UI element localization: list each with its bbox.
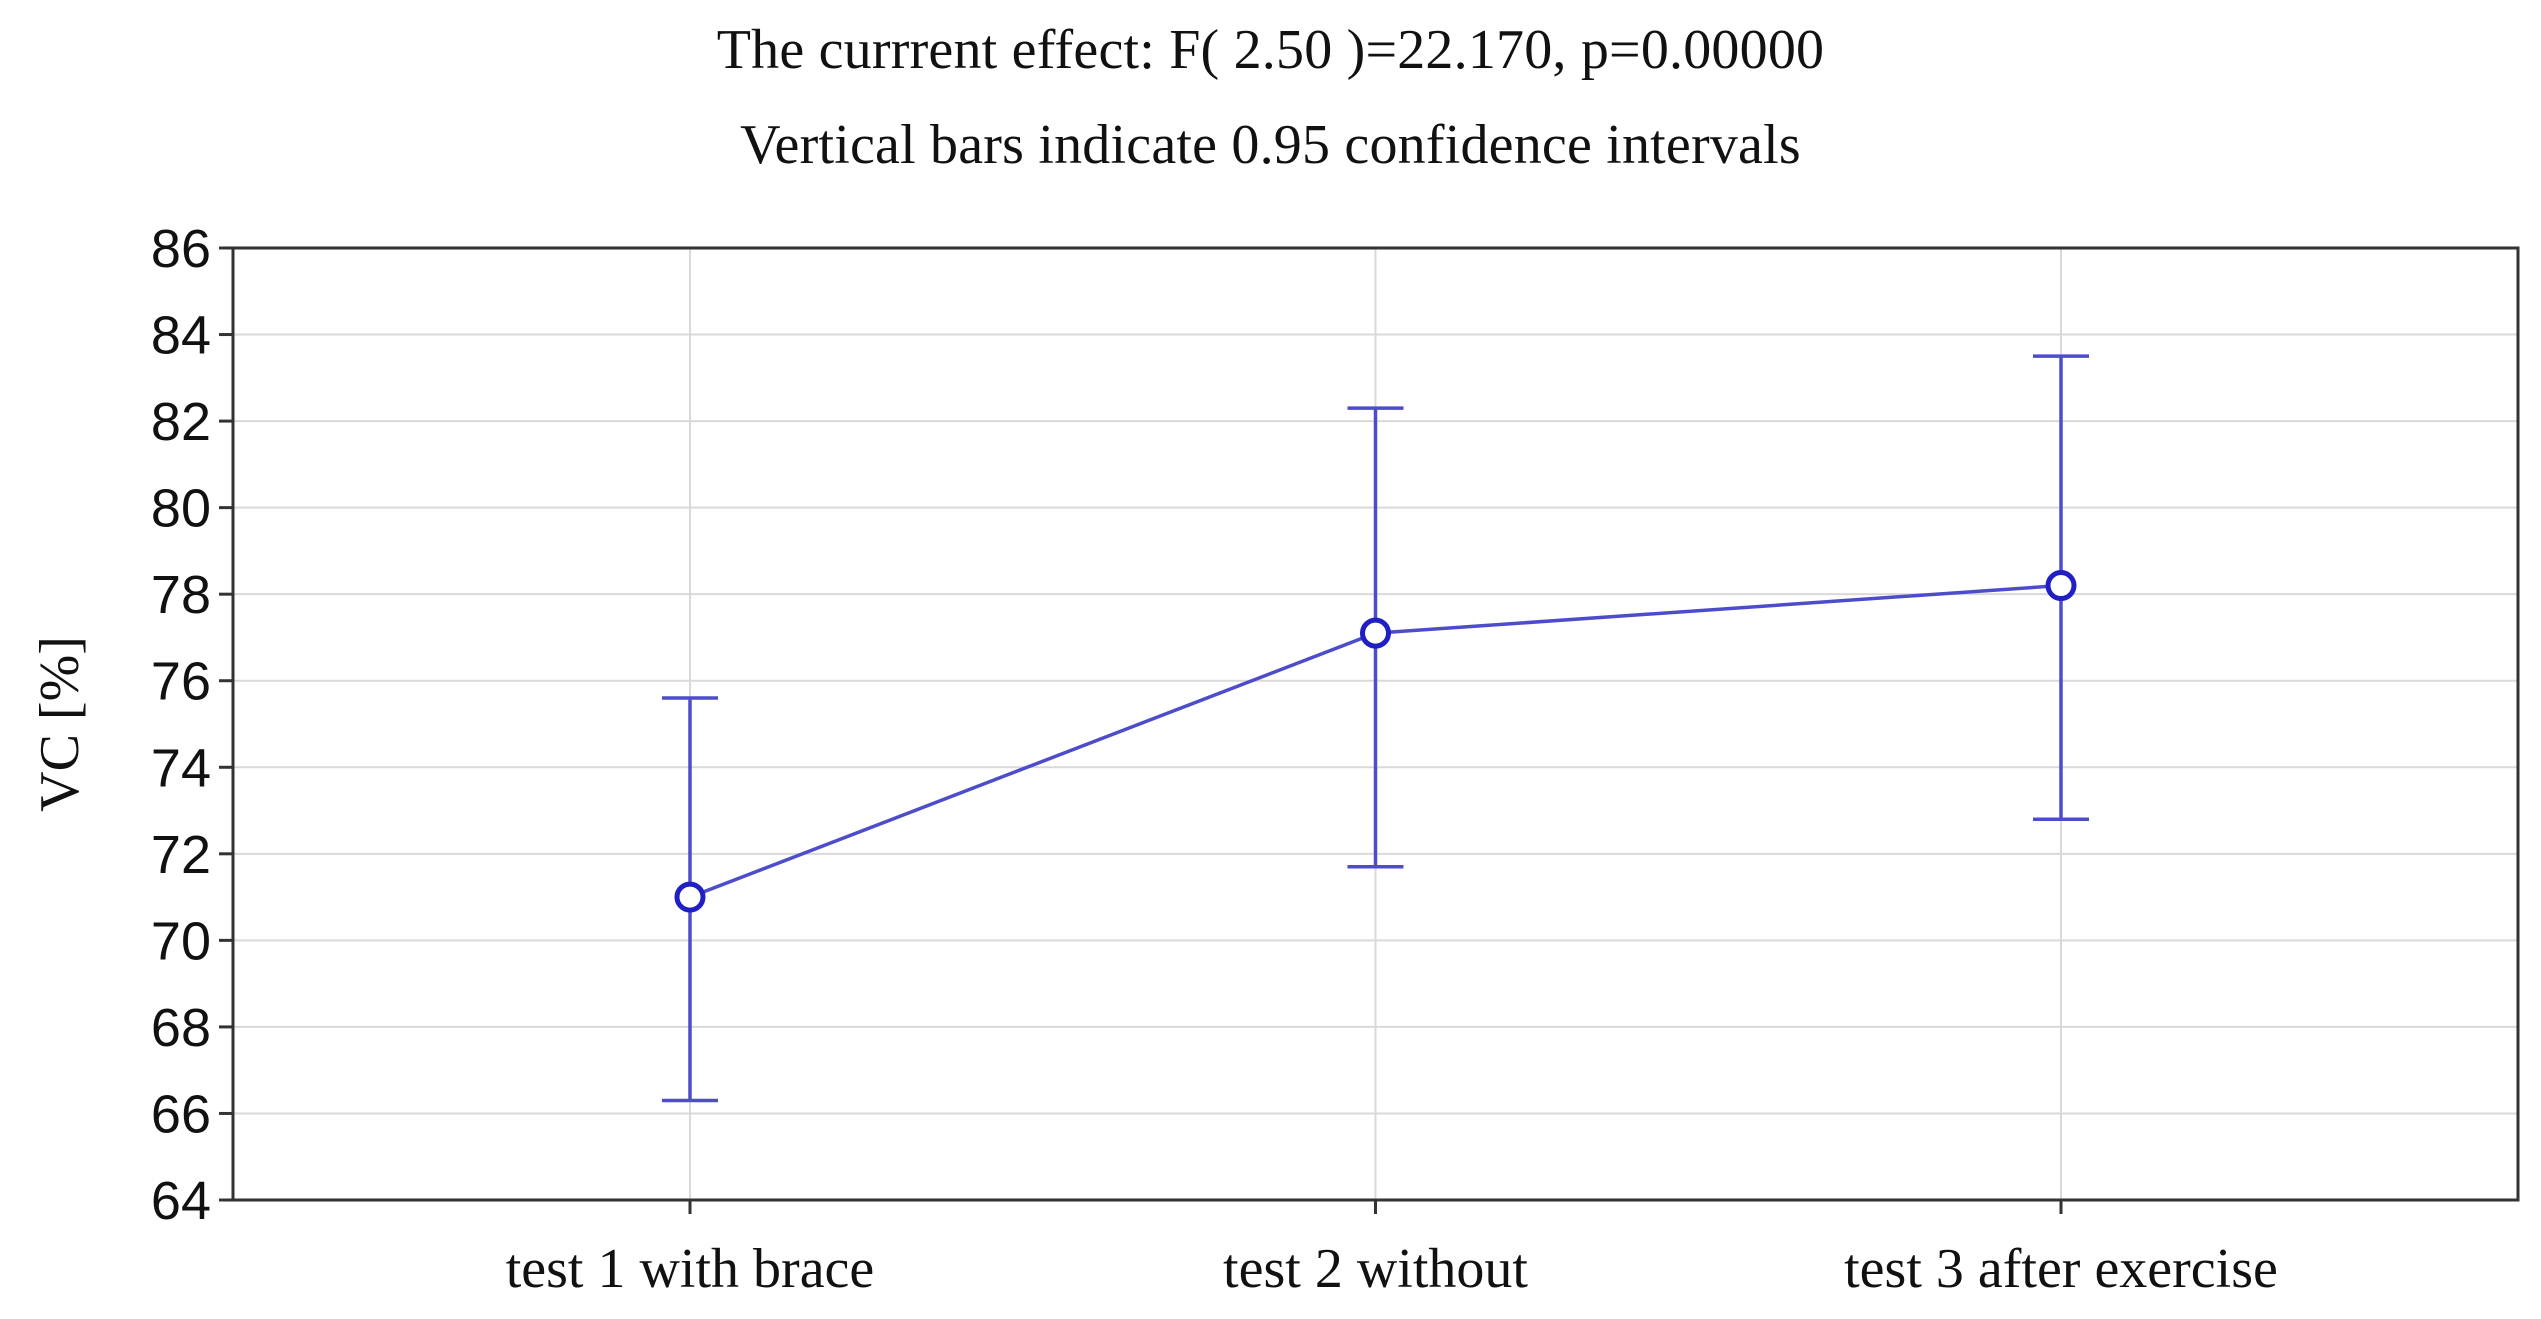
x-tick-label: test 1 with brace xyxy=(506,1238,875,1300)
y-tick-label: 84 xyxy=(151,306,211,366)
y-tick-label: 76 xyxy=(151,652,211,712)
data-point xyxy=(2045,570,2077,602)
y-tick-label: 72 xyxy=(151,825,211,885)
y-tick-label: 78 xyxy=(151,565,211,625)
y-tick-label: 80 xyxy=(151,479,211,539)
y-tick-label: 64 xyxy=(151,1171,211,1231)
y-tick-label: 74 xyxy=(151,738,211,798)
chart-subtitle: Vertical bars indicate 0.95 confidence i… xyxy=(740,114,1801,176)
y-tick-label: 82 xyxy=(151,392,211,452)
y-ticks: 64 66 68 70 72 74 76 78 80 82 84 86 xyxy=(151,219,233,1231)
chart-title: The currrent effect: F( 2.50 )=22.170, p… xyxy=(716,19,1825,81)
data-markers xyxy=(674,570,2077,913)
y-tick-label: 86 xyxy=(151,219,211,279)
y-tick-label: 68 xyxy=(151,998,211,1058)
x-tick-label: test 3 after exercise xyxy=(1844,1238,2278,1300)
y-axis-label: VC [%] xyxy=(29,636,91,812)
data-point xyxy=(1360,617,1391,649)
x-ticks: test 1 with brace test 2 without test 3 af… xyxy=(506,1200,2278,1300)
y-tick-label: 66 xyxy=(151,1084,211,1144)
x-tick-label: test 2 without xyxy=(1223,1238,1528,1300)
data-point xyxy=(674,881,706,913)
y-tick-label: 70 xyxy=(151,911,211,971)
